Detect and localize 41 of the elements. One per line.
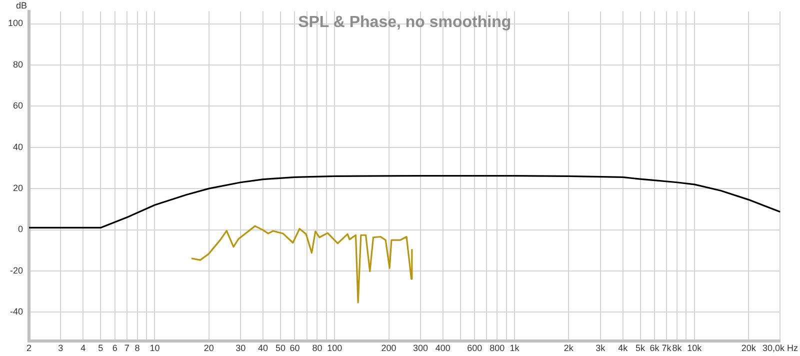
x-tick-label: 80 [312,342,322,353]
x-tick-label: 4 [80,342,86,353]
x-tick-label: 7k [662,342,672,353]
x-tick-label: 8k [672,342,682,353]
x-tick-label: 30 [236,342,246,353]
x-tick-label: 6 [112,342,118,353]
chart-title: SPL & Phase, no smoothing [298,14,512,31]
y-axis-title: dB [16,0,27,10]
x-tick-label: 60 [290,342,300,353]
x-tick-label: 4k [618,342,628,353]
x-tick-label: 100 [327,342,342,353]
y-tick-label: 60 [12,100,23,111]
y-tick-label: 40 [12,142,23,152]
x-tick-label: 3k [596,342,606,353]
x-tick-label: 200 [381,342,396,353]
x-tick-label: 50 [275,342,286,353]
x-tick-label: 2k [564,342,574,353]
x-tick-label: 8 [134,342,140,353]
x-tick-label: 7 [124,342,130,353]
y-tick-label: -40 [10,306,23,317]
x-tick-label: 6k [650,342,660,353]
y-tick-label: 100 [8,18,23,28]
x-tick-label: 20 [204,342,214,353]
x-tick-label: 30,0k Hz [762,342,798,353]
x-tick-label: 800 [490,342,505,353]
x-tick-label: 10k [687,342,702,353]
x-tick-label: 3 [58,342,64,353]
x-tick-label: 400 [435,342,450,353]
x-tick-label: 600 [467,342,482,353]
x-tick-label: 10 [150,342,160,353]
x-tick-label: 5 [98,342,104,353]
x-tick-label: 1k [510,342,520,353]
x-tick-label: 2 [26,342,32,353]
y-tick-label: 20 [12,183,23,194]
x-tick-label: 5k [636,342,646,353]
y-tick-label: -20 [10,265,23,276]
x-tick-label: 20k [741,342,756,353]
y-tick-label: 80 [12,59,23,70]
x-tick-label: 300 [412,342,428,353]
x-tick-label: 40 [258,342,268,353]
y-tick-label: 0 [18,224,23,234]
